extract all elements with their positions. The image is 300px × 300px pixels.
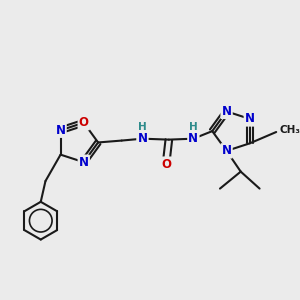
Text: N: N bbox=[137, 132, 147, 145]
Text: O: O bbox=[79, 116, 89, 129]
Text: N: N bbox=[222, 105, 232, 118]
Text: O: O bbox=[161, 158, 171, 171]
Text: H: H bbox=[189, 122, 198, 132]
Text: N: N bbox=[56, 124, 66, 137]
Text: N: N bbox=[188, 132, 198, 145]
Text: H: H bbox=[138, 122, 147, 132]
Text: CH₃: CH₃ bbox=[279, 125, 300, 135]
Text: N: N bbox=[245, 112, 255, 125]
Text: N: N bbox=[222, 144, 232, 158]
Text: N: N bbox=[79, 156, 89, 169]
